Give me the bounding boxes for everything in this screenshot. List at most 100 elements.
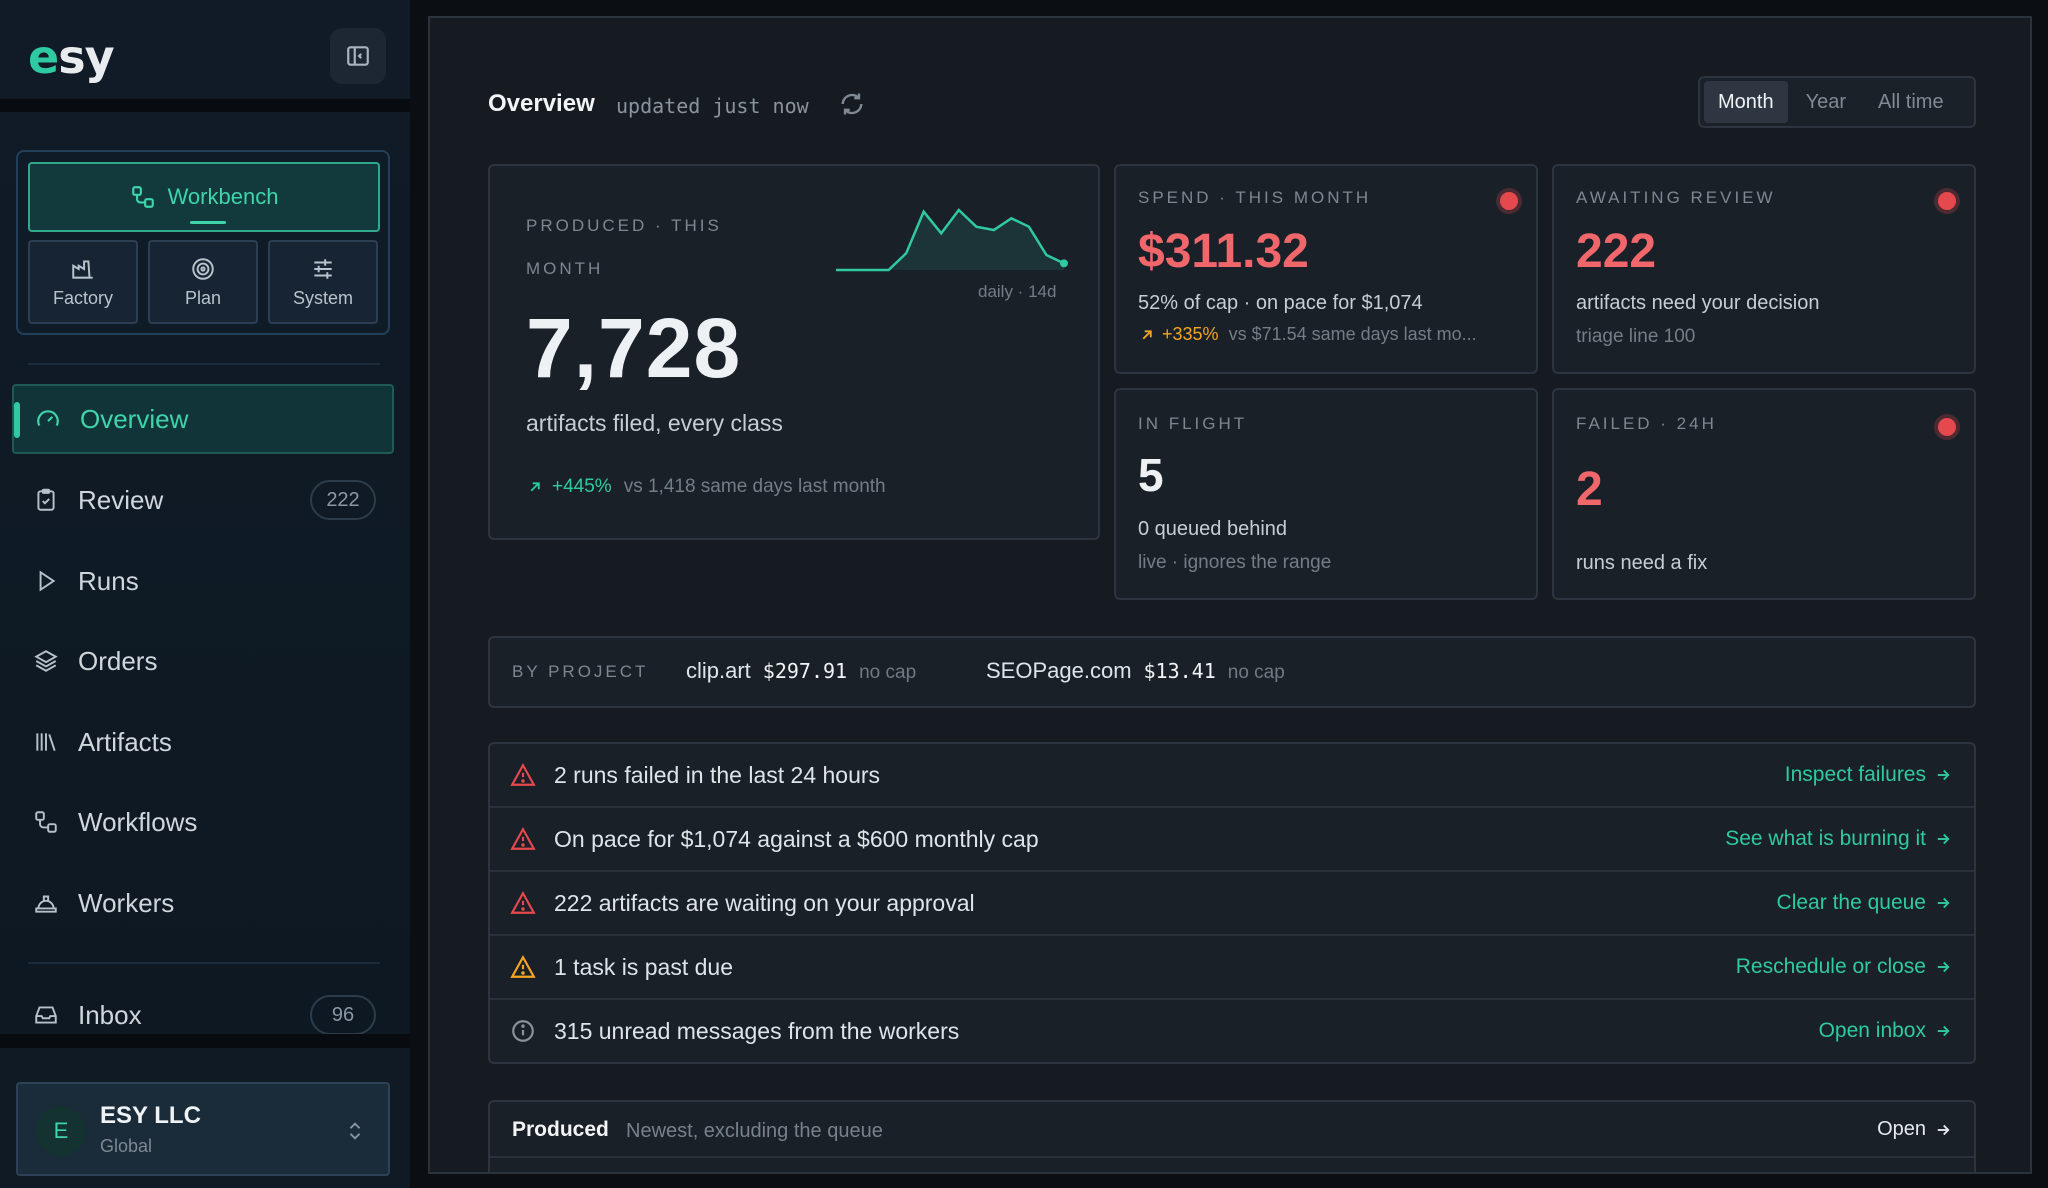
mode-plan-button[interactable]: Plan [148,240,258,324]
produced-label-line1: PRODUCED · THIS [526,216,722,235]
alert-action-label: Clear the queue [1776,891,1926,914]
sidebar-header: esy [0,0,410,112]
range-year[interactable]: Year [1805,90,1847,113]
sidebar-item-review[interactable]: Review 222 [12,465,394,535]
mode-system-label: System [292,287,353,308]
sidebar-item-runs[interactable]: Runs [12,546,394,616]
org-switcher[interactable]: E ESY LLC Global [16,1082,390,1176]
sliders-icon [310,256,336,282]
produced-card[interactable]: PRODUCED · THIS MONTH 7,728 artifacts fi… [488,164,1100,540]
review-value: 222 [1576,225,1657,278]
alert-action-label: See what is burning it [1725,827,1926,850]
see-burn-link[interactable]: See what is burning it [1725,827,1952,851]
project-item[interactable]: clip.art $297.91 no cap [686,658,916,684]
review-triage-line: triage line 100 [1576,326,1696,347]
org-scope: Global [100,1136,153,1156]
alert-row: 2 runs failed in the last 24 hours Inspe… [490,744,1974,808]
mode-system-button[interactable]: System [268,240,378,324]
by-project-bar: BY PROJECT clip.art $297.91 no cap SEOPa… [488,636,1976,708]
sidebar-item-workers[interactable]: Workers [12,868,394,938]
open-inbox-link[interactable]: Open inbox [1819,1019,1952,1043]
reschedule-link[interactable]: Reschedule or close [1736,955,1952,979]
app-logo[interactable]: esy [28,30,115,84]
alert-row: 222 artifacts are waiting on your approv… [490,872,1974,936]
spend-value: $311.32 [1138,225,1309,278]
produced-section: Produced Newest, excluding the queue Ope… [488,1100,1976,1174]
clear-queue-link[interactable]: Clear the queue [1777,891,1952,915]
alert-text: 2 runs failed in the last 24 hours [554,762,881,788]
range-all-time[interactable]: All time [1878,90,1944,113]
produced-delta-value: +445% [552,476,612,497]
alert-action-label: Reschedule or close [1735,955,1926,978]
org-avatar: E [36,1106,86,1156]
gauge-icon [34,405,62,433]
chevrons-up-down-icon [344,1118,366,1144]
panel-left-icon [345,43,371,69]
workflow-icon [32,808,60,836]
range-selector: Month Year All time [1698,76,1976,128]
nav-divider [28,962,380,964]
arrow-right-icon [1934,1121,1952,1139]
spend-delta-value: +335% [1162,324,1219,344]
sidebar-item-artifacts[interactable]: Artifacts [12,707,394,777]
produced-description: artifacts filed, every class [526,410,783,436]
failed-alert-dot [1938,418,1956,436]
arrow-right-icon [1934,766,1952,784]
sparkline-area [836,210,1064,270]
sidebar-item-inbox[interactable]: Inbox 96 [12,980,394,1050]
alert-row: 1 task is past due Reschedule or close [490,936,1974,1000]
alert-action-label: Inspect failures [1784,763,1926,786]
refresh-icon[interactable] [838,90,866,118]
org-name: ESY LLC [100,1102,201,1129]
in-flight-card[interactable]: IN FLIGHT 5 0 queued behind live · ignor… [1114,388,1538,600]
produced-section-subtitle: Newest, excluding the queue [626,1120,883,1142]
alert-triangle-icon [510,826,536,852]
sidebar-item-label: Overview [80,403,189,434]
spend-label: SPEND · THIS MONTH [1138,188,1372,207]
artifact-thumbnail[interactable] [512,1172,546,1174]
workbench-button[interactable]: Workbench [28,162,380,232]
spend-delta-note: vs $71.54 same days last mo... [1228,324,1477,344]
sidebar-item-workflows[interactable]: Workflows [12,787,394,857]
mode-plan-label: Plan [184,287,222,308]
hard-hat-icon [32,889,60,917]
produced-open-button[interactable]: Open [1877,1118,1952,1141]
inflight-note: live · ignores the range [1138,552,1332,573]
factory-icon [70,256,96,282]
project-amount: $13.41 [1143,659,1216,683]
arrow-up-right-icon [526,478,544,496]
alert-action-label: Open inbox [1818,1019,1926,1042]
sidebar-item-label: Review [78,484,164,515]
sidebar-item-overview[interactable]: Overview [12,384,394,454]
spend-card[interactable]: SPEND · THIS MONTH $311.32 52% of cap · … [1114,164,1538,374]
produced-divider [490,1156,1974,1158]
inbox-icon [32,1001,60,1029]
arrow-right-icon [1934,894,1952,912]
alert-triangle-icon [510,762,536,788]
produced-section-title: Produced [512,1118,609,1141]
inflight-queued: 0 queued behind [1138,518,1288,540]
failed-description: runs need a fix [1576,552,1708,574]
alert-text: On pace for $1,074 against a $600 monthl… [554,826,1039,852]
sidebar-item-label: Inbox [78,999,142,1030]
produced-value: 7,728 [526,301,742,395]
overview-panel: Overview updated just now Month Year All… [428,16,2032,1174]
awaiting-review-card[interactable]: AWAITING REVIEW 222 artifacts need your … [1552,164,1976,374]
failed-label: FAILED · 24H [1576,414,1717,433]
review-alert-dot [1938,192,1956,210]
alert-text: 222 artifacts are waiting on your approv… [554,890,975,916]
project-name: SEOPage.com [986,658,1132,683]
mode-factory-button[interactable]: Factory [28,240,138,324]
by-project-label: BY PROJECT [512,662,649,681]
range-month[interactable]: Month [1704,81,1788,123]
workflow-icon [130,184,156,210]
alerts-list: 2 runs failed in the last 24 hours Inspe… [488,742,1976,1064]
sidebar-item-orders[interactable]: Orders [12,626,394,696]
layers-icon [32,647,60,675]
failed-card[interactable]: FAILED · 24H 2 runs need a fix [1552,388,1976,600]
review-description: artifacts need your decision [1576,292,1820,314]
inspect-failures-link[interactable]: Inspect failures [1785,763,1952,787]
project-item[interactable]: SEOPage.com $13.41 no cap [986,658,1285,684]
collapse-sidebar-button[interactable] [330,28,386,84]
alert-row: 315 unread messages from the workers Ope… [490,1000,1974,1062]
